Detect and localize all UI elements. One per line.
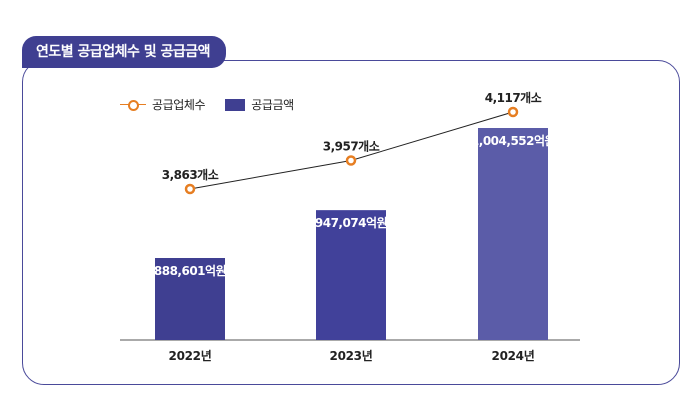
bar-label: 947,074억원 <box>315 216 387 230</box>
line-point <box>345 155 357 166</box>
x-tick-label: 2023년 <box>330 349 373 363</box>
x-tick-label: 2022년 <box>169 349 212 363</box>
legend: 공급업체수 공급금액 <box>120 96 294 113</box>
legend-bar-swatch <box>225 98 246 111</box>
point-label: 3,863개소 <box>162 168 219 182</box>
bar-2024년 <box>478 128 548 340</box>
bar-label: 888,601억원 <box>154 264 226 278</box>
legend-line-swatch <box>120 99 146 111</box>
bar-label: 1,004,552억원 <box>471 134 555 148</box>
legend-item-bar: 공급금액 <box>225 96 294 113</box>
point-label: 4,117개소 <box>485 91 542 105</box>
line-point <box>507 106 519 118</box>
bar-2022년 <box>155 258 225 340</box>
chart-title: 연도별 공급업체수 및 공급금액 <box>22 36 227 68</box>
line-point <box>184 183 196 195</box>
point-label: 3,957개소 <box>323 140 380 154</box>
legend-label-line: 공급업체수 <box>152 98 206 112</box>
legend-item-line: 공급업체수 <box>120 96 206 113</box>
legend-label-bar: 공급금액 <box>251 98 294 112</box>
bar-2023년 <box>316 210 386 340</box>
x-tick-label: 2024년 <box>492 349 535 363</box>
